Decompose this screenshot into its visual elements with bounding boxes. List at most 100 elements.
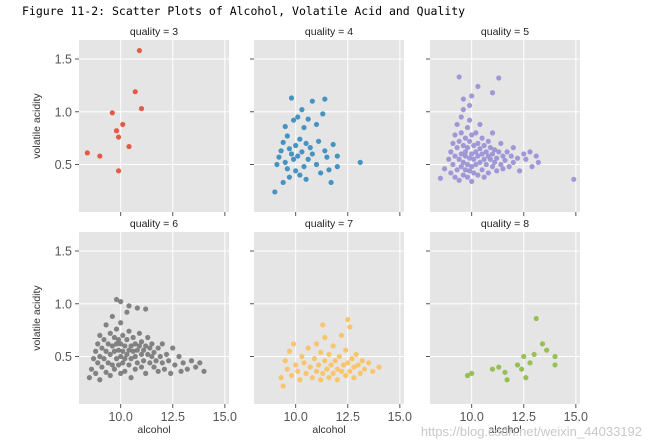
x-tick-label: 10.0 [459,410,483,424]
data-point [101,337,107,343]
data-point [290,341,297,347]
data-point [115,168,122,174]
data-point [284,366,290,372]
data-point [456,138,462,144]
panel-title: quality = 8 [481,218,529,230]
x-tick-label: 12.5 [512,410,536,424]
data-point [111,366,118,372]
data-point [290,117,297,123]
data-point [165,358,172,364]
data-point [282,358,288,364]
data-point [322,148,328,154]
data-point [122,343,128,349]
data-point [485,138,491,144]
data-point [370,368,376,374]
data-point [477,121,483,128]
data-point [113,356,120,362]
data-point [128,375,134,381]
data-point [334,366,340,372]
data-point [571,176,577,182]
data-point [500,153,506,159]
data-point [469,93,475,99]
data-point [97,153,103,159]
data-point [161,366,168,372]
data-point [454,145,460,151]
data-point [441,166,448,172]
data-point [450,161,456,168]
data-point [288,372,295,379]
data-point [464,145,471,151]
data-point [280,383,286,389]
data-point [301,124,307,131]
data-point [118,299,124,305]
data-point [506,164,512,170]
data-point [274,161,280,168]
data-point [469,151,475,157]
data-point [320,322,326,328]
data-point [313,368,320,374]
data-point [103,322,109,328]
data-point [462,153,469,159]
y-tick-label: 1.0 [55,297,72,311]
data-point [176,353,182,360]
panel-background [430,40,580,212]
data-point [491,147,498,153]
data-point [172,362,178,368]
data-point [286,174,293,180]
data-point [103,348,109,354]
data-point [132,341,138,347]
data-point [303,370,309,376]
data-point [469,164,475,170]
data-point [276,154,282,160]
data-point [533,315,539,322]
data-point [320,111,326,117]
data-point [510,145,516,151]
panel-2: quality = 4 [250,26,404,216]
data-point [458,164,464,170]
x-axis-label: alcohol [137,424,170,436]
data-point [138,339,145,345]
data-point [328,362,334,368]
data-point [278,375,284,381]
data-point [311,356,318,362]
data-point [315,362,322,368]
data-point [489,151,496,157]
data-point [521,151,527,157]
data-point [460,159,466,166]
data-point [288,151,295,157]
x-axis-label: alcohol [488,424,521,436]
data-point [519,366,525,372]
data-point [320,370,326,376]
data-point [163,351,170,358]
data-point [113,326,120,332]
data-point [531,351,537,358]
y-tick-label: 0.5 [55,158,72,172]
data-point [460,107,466,113]
data-point [336,353,343,360]
data-point [324,366,330,372]
data-point [479,151,485,157]
y-tick-label: 0.5 [55,350,72,364]
data-point [464,372,471,379]
data-point [483,161,489,168]
watermark: https://blog.csdn.net/weixin_44033192 [420,424,642,439]
data-point [489,164,496,170]
data-point [293,142,299,149]
data-point [475,153,481,159]
data-point [284,133,290,139]
data-point [466,168,473,174]
data-point [180,360,186,366]
data-point [489,130,496,136]
data-point [452,132,458,138]
data-point [307,145,313,151]
data-point [496,149,502,155]
data-point [324,154,330,160]
data-point [286,146,293,152]
y-tick-label: 1.0 [55,105,72,119]
data-point [115,347,122,353]
x-tick-label: 12.5 [161,410,185,424]
data-point [282,159,288,166]
data-point [460,172,466,178]
data-point [347,368,353,374]
data-point [343,372,349,379]
